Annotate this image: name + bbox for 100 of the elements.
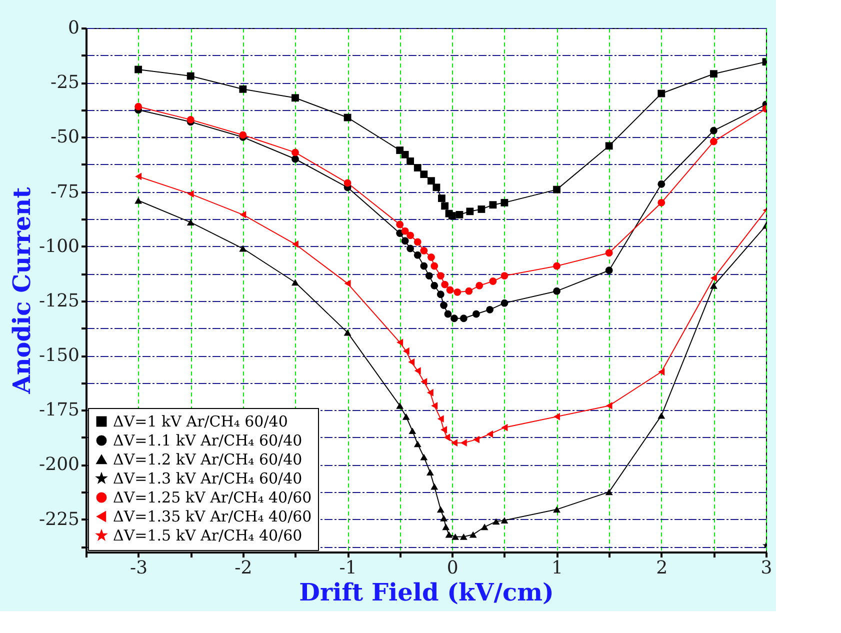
- point: [401, 237, 409, 245]
- point: [396, 220, 404, 228]
- point: [420, 170, 428, 178]
- point: [240, 210, 246, 218]
- point: [414, 440, 422, 448]
- point: [432, 184, 440, 192]
- point: [406, 232, 414, 240]
- point: [292, 279, 299, 286]
- legend-label: ΔV=1.2 kV Ar/CH₄ 60/40: [113, 450, 302, 468]
- legend-label: ΔV=1.1 kV Ar/CH₄ 60/40: [113, 432, 302, 450]
- legend-label: ΔV=1.5 kV Ar/CH₄ 40/60: [113, 526, 302, 544]
- point: [430, 483, 438, 490]
- point: [710, 274, 717, 282]
- point: [344, 179, 352, 187]
- point: [430, 262, 438, 270]
- point: [553, 186, 560, 194]
- point: [436, 506, 444, 513]
- y-tick-label: -200: [39, 454, 80, 476]
- point: [406, 157, 414, 165]
- point: [553, 506, 560, 513]
- point: [466, 208, 474, 216]
- point: [554, 412, 560, 420]
- point: [292, 155, 299, 163]
- x-tick-label: 1: [552, 558, 563, 578]
- point: [187, 190, 194, 198]
- point: [500, 517, 508, 524]
- point: [444, 434, 450, 442]
- point: [456, 210, 464, 218]
- point: [437, 415, 444, 423]
- point: [428, 254, 435, 261]
- y-tick-label: -225: [39, 508, 80, 530]
- point: [430, 282, 438, 290]
- x-axis-title: Drift Field (kV/cm): [299, 578, 554, 606]
- x-tick-label: 0: [446, 558, 458, 578]
- point: [239, 245, 247, 252]
- point: [605, 488, 613, 496]
- point: [401, 150, 409, 158]
- point: [292, 240, 298, 248]
- point: [710, 126, 718, 134]
- point: [344, 280, 351, 288]
- point: [420, 454, 428, 460]
- point: [489, 201, 497, 209]
- point: [469, 531, 477, 538]
- legend-label: ΔV=1.25 kV Ar/CH₄ 40/60: [113, 488, 312, 506]
- point: [396, 402, 404, 409]
- point: [431, 402, 438, 410]
- point: [486, 430, 494, 438]
- point: [448, 212, 456, 220]
- point: [408, 428, 416, 434]
- point: [402, 413, 410, 420]
- x-tick-label: -2: [234, 558, 252, 578]
- point: [442, 524, 450, 530]
- point: [658, 180, 666, 188]
- point: [425, 272, 433, 280]
- point: [445, 531, 453, 538]
- point: [451, 439, 458, 447]
- point: [460, 534, 468, 540]
- y-tick-label: -150: [39, 345, 80, 366]
- point: [401, 227, 409, 235]
- point: [500, 272, 508, 280]
- point: [605, 266, 613, 274]
- point: [414, 164, 422, 172]
- point: [186, 72, 194, 80]
- point: [446, 286, 454, 294]
- point: [465, 287, 473, 295]
- point: [480, 524, 488, 530]
- point: [606, 402, 612, 410]
- point: [436, 272, 444, 280]
- y-tick-label: -125: [39, 290, 80, 312]
- point: [440, 302, 448, 309]
- y-axis-title: Anodic Current: [7, 187, 36, 395]
- x-tick-label: -3: [130, 558, 148, 578]
- point: [440, 514, 448, 522]
- point: [473, 436, 480, 444]
- point: [426, 469, 434, 476]
- point: [658, 198, 666, 206]
- point: [186, 116, 194, 124]
- y-tick-label: -100: [39, 236, 80, 257]
- point: [414, 238, 422, 246]
- x-tick-label: 2: [656, 558, 668, 578]
- point: [292, 148, 299, 156]
- point: [414, 367, 421, 374]
- point: [134, 66, 142, 74]
- x-tick-label: -1: [339, 558, 357, 578]
- point: [438, 194, 446, 202]
- point: [450, 314, 458, 322]
- x-tick-label: 3: [760, 558, 772, 578]
- legend-label: ΔV=1.3 kV Ar/CH₄ 60/40: [113, 470, 302, 488]
- legend-label: ΔV=1.35 kV Ar/CH₄ 40/60: [113, 508, 312, 526]
- point: [441, 280, 449, 288]
- point: [440, 426, 447, 434]
- point: [426, 388, 434, 396]
- point: [553, 287, 560, 295]
- point: [658, 412, 666, 419]
- point: [239, 85, 247, 93]
- y-tick-label: -50: [50, 126, 80, 148]
- point: [444, 310, 452, 318]
- point: [476, 282, 484, 290]
- point: [710, 70, 718, 78]
- point: [500, 198, 508, 206]
